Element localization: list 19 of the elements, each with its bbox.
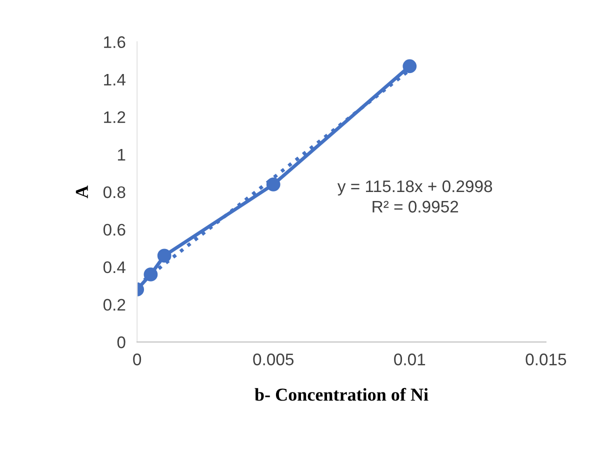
x-tick-label: 0 [133,354,142,366]
x-axis-title: b- Concentration of Ni [254,388,428,401]
y-tick-label: 0.6 [103,224,126,236]
x-tick-label: 0.015 [526,354,566,366]
y-tick-label: 0 [117,336,126,348]
point [402,59,417,74]
point [157,248,172,263]
x-tick-label: 0.01 [394,354,426,366]
x-tick-label: 0.005 [253,354,294,366]
y-tick-label: 1 [118,148,126,160]
y-tick-label: 1.4 [104,74,126,86]
y-tick-label: 0.4 [103,261,126,274]
y-tick-label: 0.8 [103,186,126,198]
y-tick-label: 0.2 [103,298,126,311]
y-tick-label: 1.6 [104,36,126,48]
y-tick-label: 1.2 [104,111,126,123]
annotation: y = 115.18x + 0.2998 R² = 0.9952 [337,180,492,213]
point [266,177,280,192]
y-axis-title: A [76,186,88,198]
